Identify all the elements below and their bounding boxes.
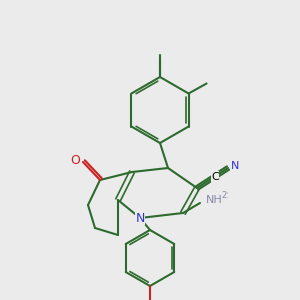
Text: C: C [211, 172, 219, 182]
Text: O: O [70, 154, 80, 166]
Text: 2: 2 [222, 191, 227, 200]
Text: NH: NH [208, 194, 225, 204]
Text: N: N [231, 161, 239, 171]
Text: NH: NH [206, 195, 223, 205]
Text: 2: 2 [221, 191, 226, 200]
Text: N: N [135, 212, 145, 224]
